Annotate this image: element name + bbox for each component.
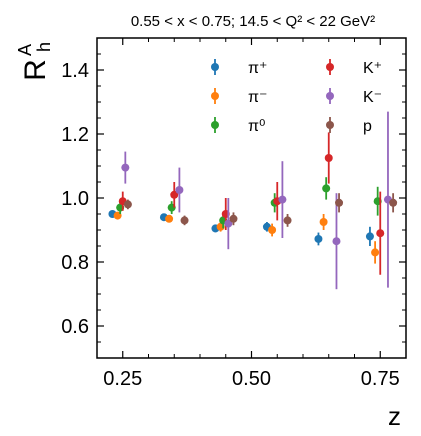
data-point: [332, 237, 341, 246]
data-point: [322, 184, 331, 193]
y-axis-label-sup: A: [15, 44, 35, 56]
data-point: [283, 216, 292, 225]
legend-marker: [211, 121, 219, 129]
y-axis-label-sub: h: [34, 42, 54, 52]
data-point: [371, 248, 380, 257]
legend-label: π⁻: [248, 89, 267, 106]
x-tick-label: 0.50: [232, 368, 271, 390]
data-point: [170, 190, 179, 199]
data-point: [268, 226, 277, 234]
data-point: [175, 186, 184, 194]
data-point: [229, 214, 238, 223]
ticks-layer: 0.6 0.8 1.0 1.2 1.4 0.25 0.50 0.75: [61, 37, 407, 390]
legend-marker: [326, 63, 334, 71]
data-point: [278, 195, 287, 204]
legend-label: π⁺: [248, 60, 267, 77]
legend-marker: [211, 63, 219, 71]
data-point: [389, 198, 398, 207]
legend-marker: [211, 92, 219, 100]
y-axis-label-base: R: [19, 59, 52, 81]
data-point: [165, 214, 174, 223]
series-4: [121, 111, 392, 290]
data-point: [376, 229, 385, 238]
series-5: [123, 193, 398, 227]
legend-label: K⁺: [363, 60, 382, 77]
legend: π⁺ π⁻ π⁰ K⁺ K⁻ p: [211, 59, 382, 135]
data-point: [314, 234, 323, 243]
legend-marker: [326, 92, 334, 100]
y-tick-label: 1.0: [61, 188, 89, 210]
plot-layer: [108, 111, 398, 290]
legend-label: p: [363, 118, 372, 135]
chart-title: 0.55 < x < 0.75; 14.5 < Q² < 22 GeV²: [131, 13, 375, 30]
x-tick-label: 0.75: [361, 368, 400, 390]
series-3: [118, 132, 385, 275]
data-point: [335, 198, 344, 207]
y-tick-label: 1.4: [61, 60, 89, 82]
legend-label: K⁻: [363, 89, 382, 106]
legend-marker: [326, 121, 334, 129]
data-point: [180, 216, 189, 225]
legend-label: π⁰: [248, 118, 265, 135]
data-point: [224, 219, 233, 228]
y-tick-label: 0.6: [61, 316, 89, 338]
data-point: [324, 154, 333, 162]
data-point: [319, 218, 328, 226]
y-tick-label: 0.8: [61, 252, 89, 274]
x-tick-label: 0.25: [103, 368, 142, 390]
data-point: [365, 232, 374, 241]
x-axis-label: z: [388, 401, 401, 431]
data-point: [123, 200, 132, 209]
y-axis-label: R: [19, 59, 52, 81]
y-tick-label: 1.2: [61, 124, 89, 146]
plot-frame: [96, 37, 407, 359]
series-1: [113, 211, 380, 264]
data-point: [121, 163, 130, 172]
